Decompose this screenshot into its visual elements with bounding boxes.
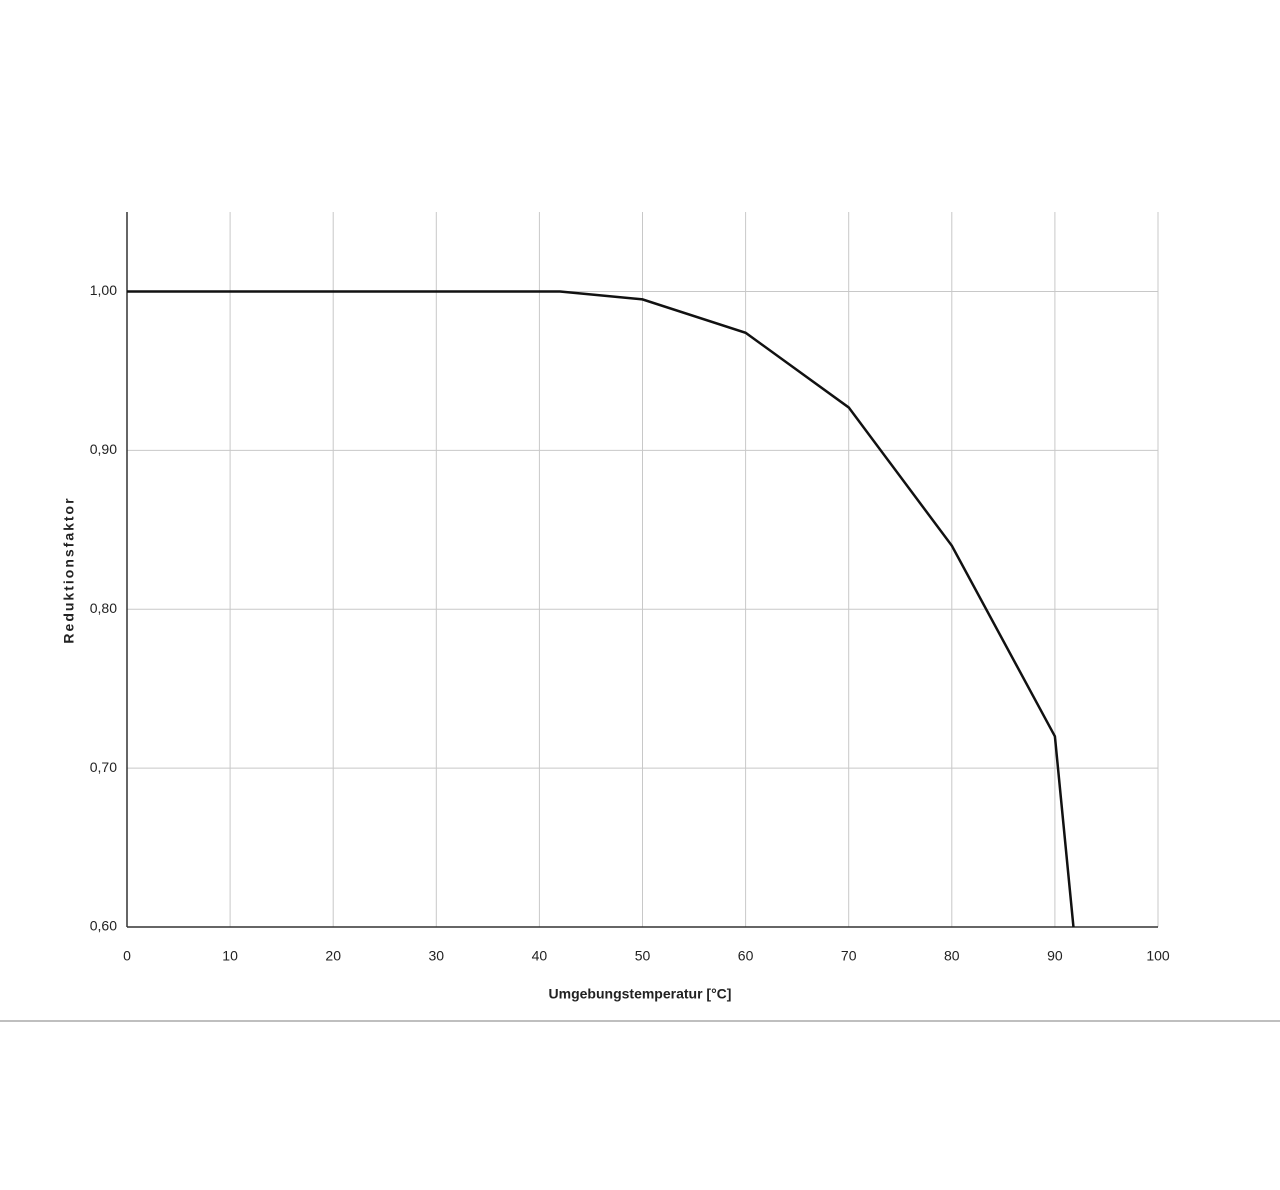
x-axis-label: Umgebungstemperatur [°C] xyxy=(549,986,732,1002)
x-tick-label: 20 xyxy=(325,948,341,964)
x-tick-label: 60 xyxy=(738,948,754,964)
x-tick-label: 10 xyxy=(222,948,238,964)
y-axis-label: Reduktionsfaktor xyxy=(61,496,77,643)
y-tick-label: 1,00 xyxy=(90,282,117,298)
line-series xyxy=(127,290,1075,928)
x-tick-label: 70 xyxy=(841,948,857,964)
x-tick-label: 80 xyxy=(944,948,960,964)
y-tick-label: 0,90 xyxy=(90,441,117,457)
y-tick-label: 0,80 xyxy=(90,600,117,616)
y-tick-label: 0,70 xyxy=(90,759,117,775)
x-tick-label: 50 xyxy=(635,948,651,964)
x-tick-label: 30 xyxy=(429,948,445,964)
x-tick-label: 100 xyxy=(1146,948,1170,964)
y-tick-label: 0,60 xyxy=(90,918,117,934)
x-tick-label: 90 xyxy=(1047,948,1063,964)
x-tick-label: 40 xyxy=(532,948,548,964)
x-tick-label: 0 xyxy=(123,948,131,964)
